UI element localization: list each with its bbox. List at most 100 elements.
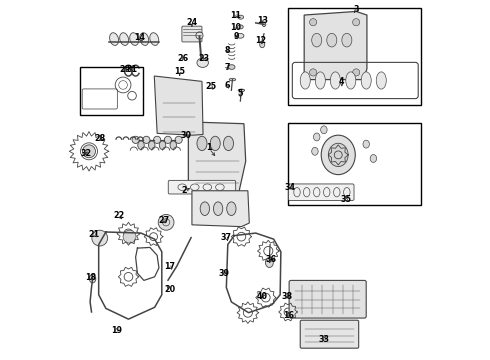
Polygon shape — [304, 12, 367, 80]
Circle shape — [143, 136, 150, 143]
Ellipse shape — [342, 33, 352, 47]
Ellipse shape — [346, 72, 356, 89]
Circle shape — [153, 136, 161, 143]
Text: 4: 4 — [339, 77, 344, 86]
Text: 36: 36 — [265, 255, 276, 264]
Ellipse shape — [150, 33, 159, 45]
Circle shape — [310, 19, 317, 26]
Ellipse shape — [238, 15, 244, 19]
Text: 20: 20 — [164, 284, 175, 293]
Ellipse shape — [312, 147, 318, 155]
Ellipse shape — [330, 72, 341, 89]
Text: 37: 37 — [221, 233, 232, 242]
Circle shape — [353, 69, 360, 76]
Circle shape — [82, 145, 96, 158]
Circle shape — [92, 230, 108, 246]
Ellipse shape — [140, 33, 148, 45]
Ellipse shape — [237, 33, 244, 38]
Circle shape — [132, 136, 139, 143]
FancyBboxPatch shape — [168, 180, 236, 194]
Ellipse shape — [315, 72, 325, 89]
Text: 8: 8 — [224, 46, 230, 55]
Text: 18: 18 — [85, 273, 97, 282]
Text: 23: 23 — [198, 54, 210, 63]
Text: 22: 22 — [114, 211, 125, 220]
Text: 39: 39 — [219, 269, 230, 278]
Text: 26: 26 — [178, 54, 189, 63]
Ellipse shape — [89, 274, 96, 283]
Polygon shape — [188, 122, 245, 194]
Ellipse shape — [229, 78, 236, 81]
Ellipse shape — [300, 72, 310, 89]
Ellipse shape — [120, 33, 129, 45]
Ellipse shape — [228, 65, 235, 69]
Polygon shape — [192, 191, 249, 226]
Text: 17: 17 — [164, 262, 175, 271]
Text: 16: 16 — [283, 311, 294, 320]
Ellipse shape — [110, 33, 119, 45]
Text: 13: 13 — [257, 16, 268, 25]
Circle shape — [353, 19, 360, 26]
Text: 40: 40 — [257, 292, 268, 301]
Text: 27: 27 — [159, 216, 170, 225]
Ellipse shape — [138, 141, 144, 149]
Ellipse shape — [361, 72, 371, 89]
Ellipse shape — [197, 136, 207, 150]
Ellipse shape — [327, 33, 337, 47]
Circle shape — [310, 69, 317, 76]
Text: 11: 11 — [230, 10, 242, 19]
Ellipse shape — [238, 25, 243, 29]
Text: 12: 12 — [256, 36, 267, 45]
Text: 21: 21 — [89, 230, 100, 239]
Polygon shape — [154, 76, 203, 135]
Ellipse shape — [223, 136, 234, 150]
Ellipse shape — [314, 133, 320, 141]
Ellipse shape — [200, 202, 210, 216]
Text: 35: 35 — [341, 195, 352, 204]
Text: 3: 3 — [353, 5, 359, 14]
Text: 1: 1 — [206, 143, 212, 152]
Ellipse shape — [320, 126, 327, 134]
Ellipse shape — [363, 140, 369, 148]
Ellipse shape — [262, 22, 266, 27]
FancyBboxPatch shape — [289, 280, 366, 318]
Text: 32: 32 — [81, 149, 92, 158]
Text: 24: 24 — [186, 18, 197, 27]
Ellipse shape — [148, 141, 155, 149]
FancyBboxPatch shape — [182, 26, 202, 42]
Text: 25: 25 — [205, 82, 217, 91]
Ellipse shape — [370, 154, 377, 162]
Ellipse shape — [210, 136, 221, 150]
Text: 7: 7 — [224, 63, 230, 72]
Ellipse shape — [214, 202, 223, 216]
FancyBboxPatch shape — [300, 320, 359, 348]
Text: 6: 6 — [224, 81, 230, 90]
Text: 34: 34 — [285, 183, 295, 192]
Circle shape — [158, 215, 174, 230]
Text: 19: 19 — [111, 326, 122, 335]
Ellipse shape — [197, 58, 208, 67]
Text: 14: 14 — [134, 33, 146, 42]
FancyBboxPatch shape — [289, 184, 354, 201]
Text: 2: 2 — [181, 186, 187, 195]
Ellipse shape — [159, 141, 166, 149]
Bar — [288, 8, 421, 105]
Ellipse shape — [266, 257, 273, 267]
Ellipse shape — [321, 135, 355, 175]
Ellipse shape — [312, 33, 322, 47]
Text: 28: 28 — [94, 134, 105, 143]
Text: 30: 30 — [181, 131, 192, 140]
Ellipse shape — [260, 41, 265, 48]
Circle shape — [164, 136, 171, 143]
Bar — [288, 123, 421, 205]
Text: 31: 31 — [126, 65, 138, 74]
Text: 29: 29 — [120, 65, 131, 74]
Text: 5: 5 — [238, 89, 243, 98]
Text: 10: 10 — [230, 23, 242, 32]
Bar — [80, 67, 143, 116]
Ellipse shape — [170, 141, 176, 149]
Text: 38: 38 — [282, 292, 293, 301]
Circle shape — [196, 32, 203, 39]
Text: 33: 33 — [318, 335, 329, 344]
Ellipse shape — [227, 202, 236, 216]
